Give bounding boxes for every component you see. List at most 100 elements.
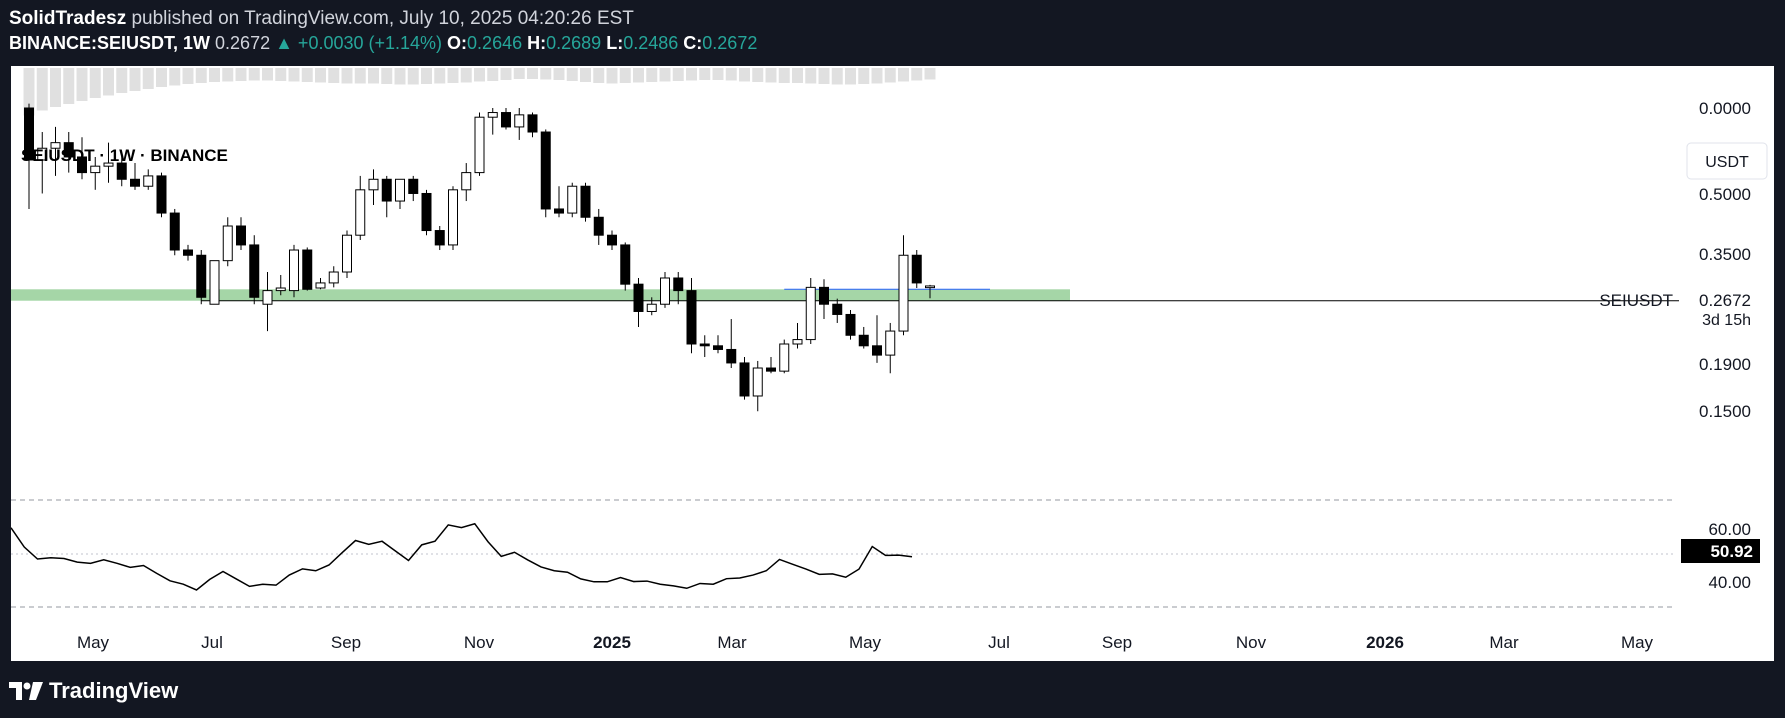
candle <box>699 335 710 358</box>
x-tick-5: Mar <box>717 633 747 652</box>
volume-bar <box>368 68 379 84</box>
x-tick-0: May <box>77 633 110 652</box>
volume-bar <box>659 68 671 82</box>
candle <box>156 172 167 218</box>
volume-bar <box>89 68 101 98</box>
last-price-tag: 0.2672 <box>1699 291 1751 310</box>
candle <box>633 277 644 327</box>
volume-bar <box>50 68 61 107</box>
publish-info: SolidTradesz published on TradingView.co… <box>9 8 634 30</box>
volume-bar <box>23 68 35 116</box>
volume-bar <box>884 68 896 83</box>
volume-bar <box>580 68 591 82</box>
candle <box>898 235 909 336</box>
chart-panel[interactable]: SEIUSDT · 1W · BINANCE 0.0000 USDT 0.500… <box>10 66 1774 661</box>
x-tick-6: May <box>849 633 882 652</box>
candle <box>487 107 498 135</box>
candle <box>116 154 127 187</box>
candle <box>90 156 101 190</box>
currency-button[interactable] <box>1686 142 1768 180</box>
volume-bar <box>739 68 750 82</box>
candle <box>593 208 604 245</box>
candle <box>567 182 578 218</box>
candle <box>434 225 445 251</box>
volume-bar <box>407 68 419 85</box>
x-tick-1: Jul <box>201 633 223 652</box>
candle <box>686 277 697 354</box>
candle <box>342 230 352 278</box>
candle <box>37 132 48 194</box>
volume-bar <box>805 68 817 84</box>
volume-bar <box>460 68 472 83</box>
candle <box>236 217 246 251</box>
last-price: 0.2672 <box>215 33 271 53</box>
candle <box>792 322 803 349</box>
volume-bar <box>169 68 181 86</box>
volume-bar <box>275 68 287 81</box>
candle <box>209 260 220 305</box>
volume-bar <box>341 68 353 84</box>
volume-bar <box>129 68 141 91</box>
volume-bar <box>633 68 644 83</box>
rsi-level-40: 40.00 <box>1708 573 1751 592</box>
rsi-current-tag <box>1681 539 1760 563</box>
volume-bar <box>222 68 234 82</box>
price-chart-svg[interactable]: SEIUSDT · 1W · BINANCE 0.0000 USDT 0.500… <box>10 66 1774 661</box>
volume-bar <box>593 68 605 83</box>
candle <box>660 272 670 308</box>
rsi-level-60: 60.00 <box>1708 520 1751 539</box>
volume-bar <box>328 68 340 83</box>
volume-bar <box>778 68 790 83</box>
candle <box>713 335 723 354</box>
candle <box>766 357 776 374</box>
candle <box>819 279 829 320</box>
candle <box>24 103 34 209</box>
y-tick-2: 0.3500 <box>1699 245 1751 264</box>
price-change: ▲ +0.0030 (+1.14%) <box>275 33 443 53</box>
candle <box>646 297 657 316</box>
volume-bar <box>156 68 167 87</box>
candle <box>911 250 922 289</box>
volume-bar <box>858 68 870 84</box>
candle <box>752 360 763 412</box>
candle <box>501 107 511 130</box>
candle <box>169 208 180 256</box>
candle <box>832 298 843 323</box>
publish-date: published on TradingView.com, July 10, 2… <box>131 8 634 29</box>
candle <box>222 217 233 267</box>
open-value: 0.2646 <box>467 33 523 53</box>
volume-bar <box>898 68 909 82</box>
x-tick-7: Jul <box>988 633 1010 652</box>
volume-bar <box>76 68 88 101</box>
candle <box>368 169 379 205</box>
candle <box>448 186 458 251</box>
symbol-label: BINANCE:SEIUSDT, 1W <box>9 33 211 53</box>
volume-bar <box>288 68 300 82</box>
volume-bar <box>752 68 764 82</box>
x-tick-12: May <box>1621 633 1654 652</box>
candle <box>275 274 286 296</box>
footer-brand[interactable]: TradingView <box>9 678 178 704</box>
candle <box>580 182 591 222</box>
candle <box>408 175 419 202</box>
volume-bar <box>434 68 446 84</box>
candle <box>249 235 260 305</box>
candle <box>726 319 737 369</box>
volume-bar <box>354 68 366 84</box>
candle <box>527 112 538 138</box>
last-price-symbol: SEIUSDT <box>1599 291 1673 310</box>
low-label: L: <box>606 33 624 53</box>
candle <box>620 242 631 291</box>
volume-bar <box>646 68 658 82</box>
candle <box>540 129 551 218</box>
x-tick-10: 2026 <box>1366 633 1404 652</box>
candle <box>262 272 273 332</box>
x-tick-3: Nov <box>464 633 495 652</box>
volume-bar <box>447 68 459 83</box>
volume-bar <box>182 68 194 84</box>
volume-bar <box>142 68 154 89</box>
candle <box>103 142 114 183</box>
rsi-line <box>10 522 913 591</box>
volume-bar <box>831 68 843 85</box>
candle <box>872 315 882 363</box>
